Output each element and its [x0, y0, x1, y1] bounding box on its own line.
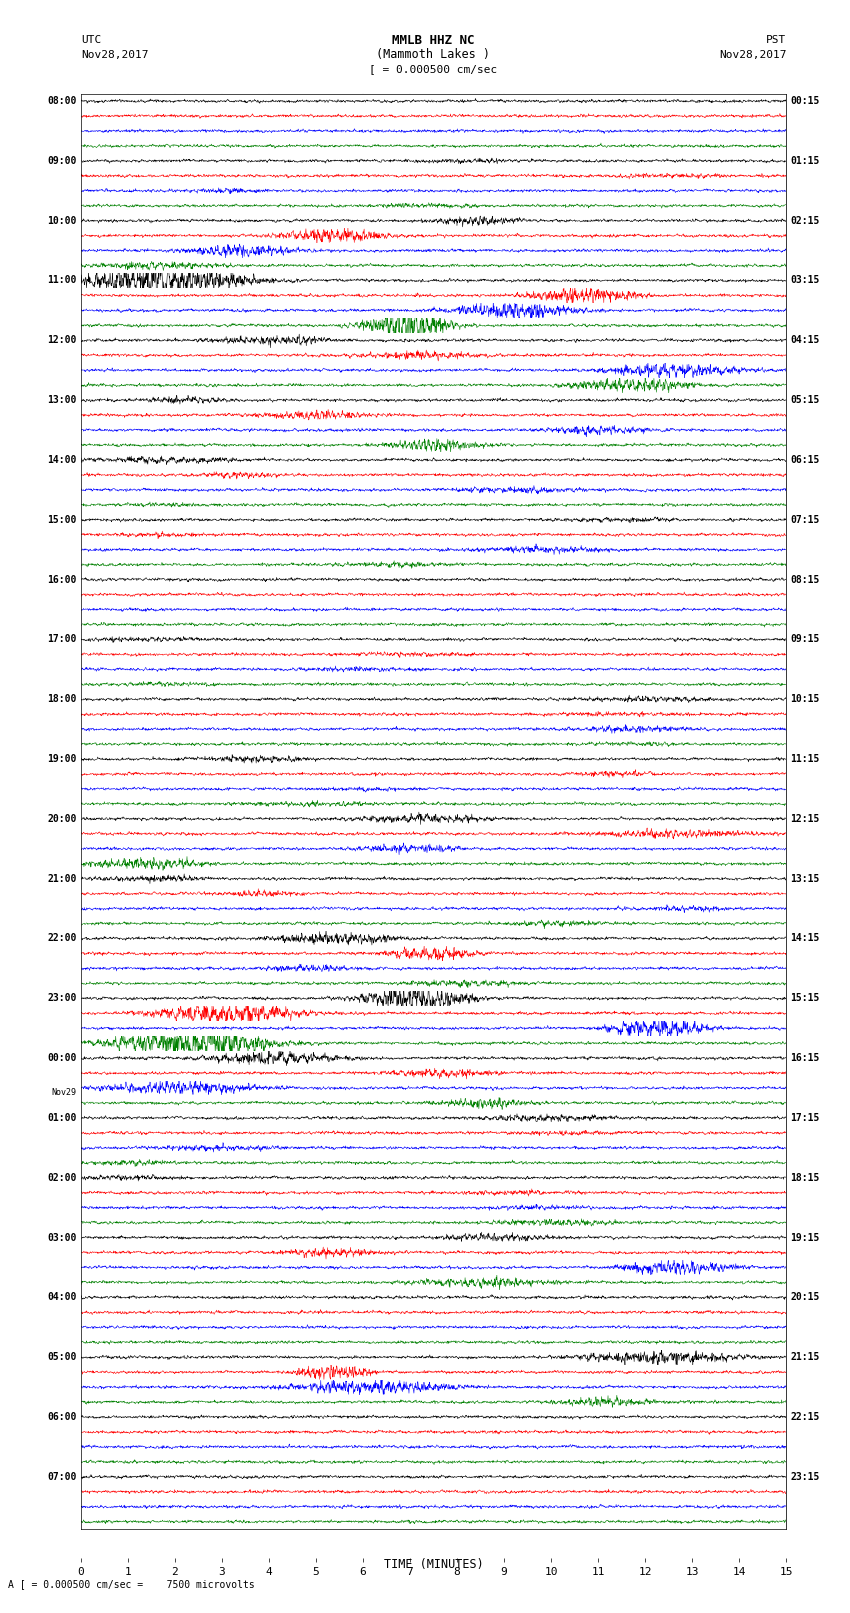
Text: 07:00: 07:00	[47, 1471, 76, 1482]
Text: 06:15: 06:15	[790, 455, 820, 465]
Text: 04:15: 04:15	[790, 336, 820, 345]
Text: 05:15: 05:15	[790, 395, 820, 405]
Text: PST: PST	[766, 35, 786, 45]
Text: 10:15: 10:15	[790, 694, 820, 705]
Text: 11:15: 11:15	[790, 753, 820, 765]
Text: 12:00: 12:00	[47, 336, 76, 345]
Text: 00:15: 00:15	[790, 97, 820, 106]
Text: TIME (MINUTES): TIME (MINUTES)	[383, 1558, 484, 1571]
Text: 22:00: 22:00	[47, 934, 76, 944]
Text: 02:15: 02:15	[790, 216, 820, 226]
Text: Nov29: Nov29	[52, 1089, 76, 1097]
Text: 22:15: 22:15	[790, 1411, 820, 1423]
Text: 16:00: 16:00	[47, 574, 76, 584]
Text: 23:00: 23:00	[47, 994, 76, 1003]
Text: 19:15: 19:15	[790, 1232, 820, 1242]
Text: 19:00: 19:00	[47, 753, 76, 765]
Text: 10:00: 10:00	[47, 216, 76, 226]
Text: A [ = 0.000500 cm/sec =    7500 microvolts: A [ = 0.000500 cm/sec = 7500 microvolts	[8, 1579, 255, 1589]
Text: 11:00: 11:00	[47, 276, 76, 286]
Text: 15:15: 15:15	[790, 994, 820, 1003]
Text: 14:15: 14:15	[790, 934, 820, 944]
Text: 01:15: 01:15	[790, 156, 820, 166]
Text: 20:15: 20:15	[790, 1292, 820, 1302]
Text: 17:00: 17:00	[47, 634, 76, 644]
Text: 04:00: 04:00	[47, 1292, 76, 1302]
Text: Nov28,2017: Nov28,2017	[719, 50, 786, 60]
Text: 02:00: 02:00	[47, 1173, 76, 1182]
Text: 15:00: 15:00	[47, 515, 76, 524]
Text: 01:00: 01:00	[47, 1113, 76, 1123]
Text: 13:00: 13:00	[47, 395, 76, 405]
Text: 12:15: 12:15	[790, 815, 820, 824]
Text: 05:00: 05:00	[47, 1352, 76, 1361]
Text: 08:15: 08:15	[790, 574, 820, 584]
Text: 17:15: 17:15	[790, 1113, 820, 1123]
Text: 03:00: 03:00	[47, 1232, 76, 1242]
Text: 07:15: 07:15	[790, 515, 820, 524]
Text: [ = 0.000500 cm/sec: [ = 0.000500 cm/sec	[370, 65, 497, 74]
Text: 20:00: 20:00	[47, 815, 76, 824]
Text: 16:15: 16:15	[790, 1053, 820, 1063]
Text: MMLB HHZ NC: MMLB HHZ NC	[392, 34, 475, 47]
Text: 14:00: 14:00	[47, 455, 76, 465]
Text: 18:15: 18:15	[790, 1173, 820, 1182]
Text: 00:00: 00:00	[47, 1053, 76, 1063]
Text: 21:00: 21:00	[47, 874, 76, 884]
Text: 06:00: 06:00	[47, 1411, 76, 1423]
Text: 23:15: 23:15	[790, 1471, 820, 1482]
Text: 13:15: 13:15	[790, 874, 820, 884]
Text: 21:15: 21:15	[790, 1352, 820, 1361]
Text: Nov28,2017: Nov28,2017	[81, 50, 148, 60]
Text: 18:00: 18:00	[47, 694, 76, 705]
Text: UTC: UTC	[81, 35, 101, 45]
Text: 03:15: 03:15	[790, 276, 820, 286]
Text: 09:00: 09:00	[47, 156, 76, 166]
Text: 09:15: 09:15	[790, 634, 820, 644]
Text: 08:00: 08:00	[47, 97, 76, 106]
Text: (Mammoth Lakes ): (Mammoth Lakes )	[377, 48, 490, 61]
